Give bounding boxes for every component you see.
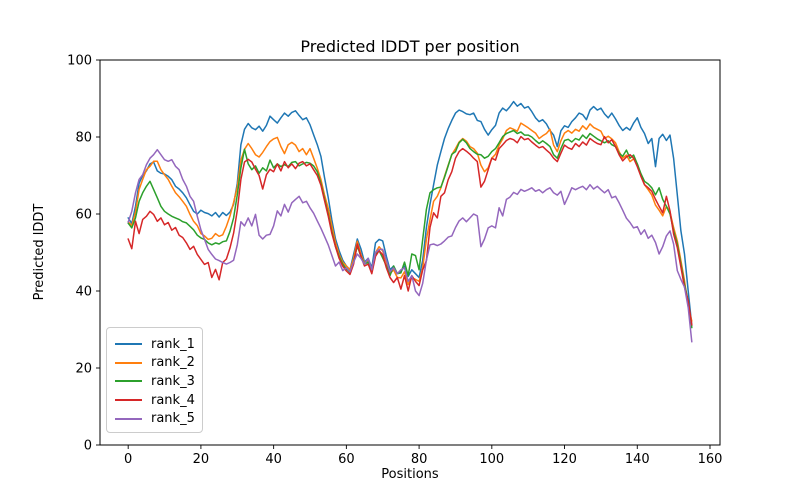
y-tick-label: 60 [75,208,92,223]
legend: rank_1 rank_2 rank_3 rank_4 rank_5 [106,327,203,433]
series-line-rank_3 [127,129,693,329]
x-tick-label: 20 [193,452,210,467]
legend-item-rank-4: rank_4 [115,391,195,410]
legend-label: rank_4 [151,392,195,408]
legend-label: rank_3 [151,373,195,389]
y-tick-label: 0 [84,439,92,454]
x-axis-label: Positions [381,467,439,482]
y-tick-label: 100 [67,54,92,69]
legend-item-rank-2: rank_2 [115,354,195,373]
legend-line-sample [115,380,142,383]
x-tick-label: 0 [124,452,132,467]
legend-label: rank_1 [151,336,195,352]
legend-item-rank-3: rank_3 [115,372,195,391]
series-line-rank_2 [127,122,693,322]
x-tick-label: 120 [552,452,577,467]
legend-line-sample [115,343,142,346]
y-tick-label: 40 [75,285,92,300]
y-tick-label: 80 [75,131,92,146]
legend-item-rank-5: rank_5 [115,409,195,428]
series-line-rank_4 [127,135,693,326]
legend-line-sample [115,361,142,364]
legend-label: rank_5 [151,411,195,427]
legend-line-sample [115,399,142,402]
x-tick-label: 140 [625,452,650,467]
y-tick-label: 20 [75,362,92,377]
x-tick-label: 60 [338,452,355,467]
x-tick-label: 160 [698,452,723,467]
x-tick-label: 100 [479,452,504,467]
series-line-rank_1 [127,100,693,327]
legend-label: rank_2 [151,355,195,371]
x-tick-label: 40 [265,452,282,467]
y-axis-label: Predicted lDDT [32,203,47,301]
x-tick-label: 80 [411,452,428,467]
series-line-rank_5 [127,148,693,343]
chart-title: Predicted lDDT per position [300,37,520,56]
legend-line-sample [115,417,142,420]
legend-item-rank-1: rank_1 [115,335,195,354]
plot-border [99,59,721,446]
